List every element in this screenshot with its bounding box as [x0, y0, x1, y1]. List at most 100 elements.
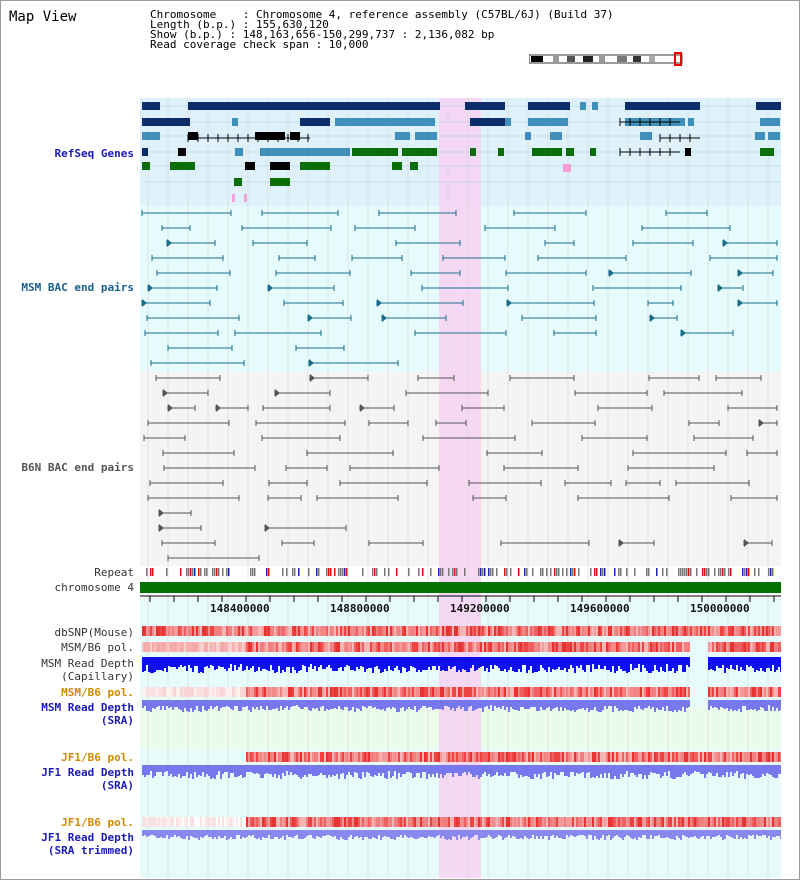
msm-b6-pol-density [232, 642, 234, 652]
msm-sra-depth-bar [392, 700, 394, 707]
jf1-sra-depth-bar [558, 765, 560, 775]
track-label-msm-bac[interactable]: MSM BAC end pairs [21, 281, 134, 294]
msm-b6-pol2-density [534, 687, 536, 697]
msm-b6-pol-density [208, 642, 210, 652]
dbsnp-density [256, 626, 258, 636]
jf1-sra-depth-bar [238, 765, 240, 776]
msm-sra-depth-bar [608, 700, 610, 706]
msm-b6-pol-density [292, 642, 294, 652]
msm-b6-pol2-density [708, 687, 710, 697]
dbsnp-density [512, 626, 514, 636]
dbsnp-density [316, 626, 318, 636]
track-label-msm-depth-cap[interactable]: MSM Read Depth [41, 657, 134, 670]
msm-b6-pol-density [176, 642, 178, 652]
msm-capillary-depth-bar [426, 657, 428, 670]
track-label-msm-b6-pol-2[interactable]: MSM/B6 pol. [61, 686, 134, 699]
msm-b6-pol2-density [276, 687, 278, 697]
jf1-b6-pol-density [272, 752, 274, 762]
jf1-sra-depth-bar [304, 765, 306, 775]
jf1-trimmed-depth-bar [578, 830, 580, 835]
dbsnp-density [412, 626, 414, 636]
track-label-jf1-depth-trim[interactable]: JF1 Read Depth [41, 831, 134, 844]
refseq-gene [142, 132, 160, 140]
genome-browser-tracks[interactable] [140, 98, 781, 878]
msm-capillary-depth-bar [542, 657, 544, 668]
msm-b6-pol-density [238, 642, 240, 652]
info-show: Show (b.p.) : 148,163,656-150,299,737 : … [150, 28, 495, 41]
track-label-msm-depth-sra[interactable]: MSM Read Depth [41, 701, 134, 714]
jf1-b6-pol2-density [674, 817, 676, 827]
msm-sra-depth-bar [252, 700, 254, 707]
track-label-msm-b6-pol[interactable]: MSM/B6 pol. [61, 641, 134, 654]
jf1-b6-pol-density [434, 752, 436, 762]
jf1-b6-pol2-density [662, 817, 664, 827]
page-title: Map View [9, 9, 77, 25]
jf1-trimmed-depth-bar [334, 830, 336, 836]
msm-b6-pol2-density [346, 687, 348, 697]
jf1-trimmed-depth-bar [318, 830, 320, 837]
msm-capillary-depth-bar [370, 657, 372, 668]
track-label-dbsnp[interactable]: dbSNP(Mouse) [54, 626, 134, 639]
track-label-refseq[interactable]: RefSeq Genes [54, 147, 134, 160]
jf1-sra-depth-bar [648, 765, 650, 775]
b6n-bac-pair-arrow [744, 539, 749, 547]
msm-capillary-depth-bar [552, 657, 554, 669]
jf1-sra-depth-bar [748, 765, 750, 775]
jf1-sra-depth-bar [576, 765, 578, 773]
msm-sra-depth-bar [542, 700, 544, 710]
jf1-sra-depth-bar [232, 765, 234, 773]
msm-capillary-depth-bar [440, 657, 442, 671]
msm-b6-pol2-density [196, 687, 198, 697]
msm-capillary-depth-bar [236, 657, 238, 670]
msm-capillary-depth-bar [648, 657, 650, 673]
jf1-trimmed-depth-bar [700, 830, 702, 837]
msm-sra-depth-bar [674, 700, 676, 710]
msm-sra-depth-bar [618, 700, 620, 711]
msm-b6-pol-density [734, 642, 736, 652]
jf1-b6-pol-density [628, 752, 630, 762]
jf1-b6-pol2-density [282, 817, 284, 827]
dbsnp-density [266, 626, 268, 636]
repeat-feature [464, 568, 466, 576]
msm-b6-pol2-density [374, 687, 376, 697]
dbsnp-density [154, 626, 156, 636]
jf1-sra-depth-bar [444, 765, 446, 775]
jf1-b6-pol-density [480, 752, 482, 762]
ideogram-band [599, 56, 605, 62]
jf1-sra-depth-bar [676, 765, 678, 777]
jf1-b6-pol2-density [476, 817, 478, 827]
jf1-b6-pol-density [638, 752, 640, 762]
track-label-b6n-bac[interactable]: B6N BAC end pairs [21, 461, 134, 474]
track-label-repeat[interactable]: Repeat [94, 566, 134, 579]
msm-capillary-depth-bar [684, 657, 686, 672]
dbsnp-density [532, 626, 534, 636]
jf1-sra-depth-bar [180, 765, 182, 778]
jf1-sra-depth-bar [646, 765, 648, 779]
jf1-trimmed-depth-bar [638, 830, 640, 837]
chromosome-ideogram[interactable] [529, 52, 689, 68]
dbsnp-density [700, 626, 702, 636]
dbsnp-density [240, 626, 242, 636]
track-label-chromosome[interactable]: chromosome 4 [54, 581, 134, 594]
jf1-sra-depth-bar [288, 765, 290, 775]
msm-b6-pol-density [666, 642, 668, 652]
msm-capillary-depth-bar [520, 657, 522, 672]
jf1-b6-pol-density [312, 752, 314, 762]
msm-capillary-depth-bar [508, 657, 510, 670]
msm-b6-pol-density [424, 642, 426, 652]
jf1-trimmed-depth-bar [680, 830, 682, 840]
track-label-jf1-depth-sra[interactable]: JF1 Read Depth [41, 766, 134, 779]
dbsnp-density [752, 626, 754, 636]
jf1-b6-pol-density [630, 752, 632, 762]
dbsnp-density [744, 626, 746, 636]
msm-b6-pol2-density [294, 687, 296, 697]
repeat-feature [708, 568, 710, 576]
track-label-jf1-b6-pol[interactable]: JF1/B6 pol. [61, 751, 134, 764]
jf1-sra-depth-bar [202, 765, 204, 772]
jf1-b6-pol2-density [538, 817, 540, 827]
track-label-jf1-b6-pol-2[interactable]: JF1/B6 pol. [61, 816, 134, 829]
msm-sra-depth-bar [526, 700, 528, 709]
jf1-sra-depth-bar [174, 765, 176, 776]
msm-sra-depth-bar [490, 700, 492, 705]
jf1-trimmed-depth-bar [500, 830, 502, 836]
